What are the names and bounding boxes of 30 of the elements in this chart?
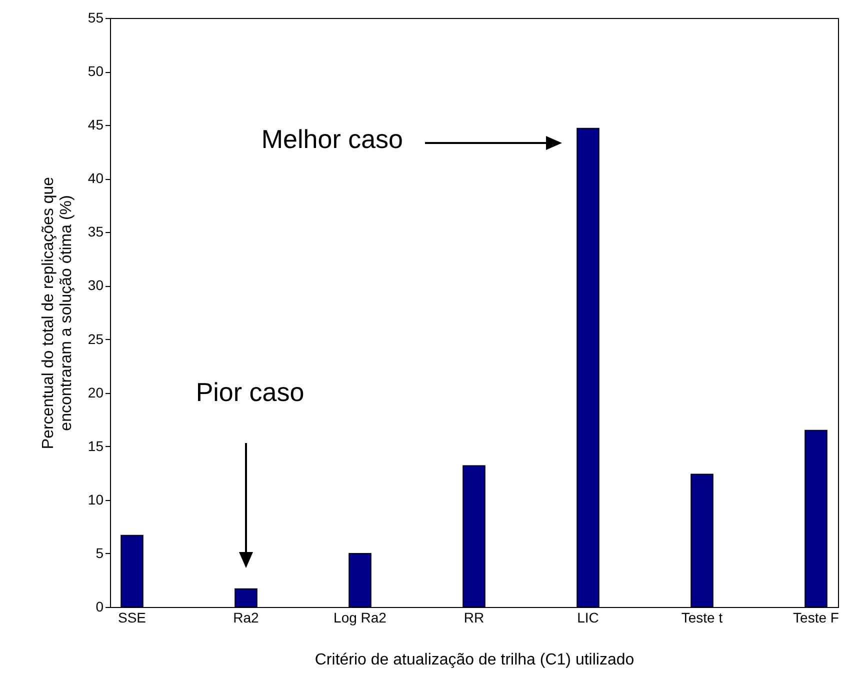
- bar: [348, 553, 372, 608]
- bar: [462, 465, 486, 608]
- y-tick-label: 30: [88, 277, 104, 294]
- y-tick-label: 20: [88, 384, 104, 400]
- x-tick-label: Log Ra2: [334, 610, 387, 626]
- x-axis-title: Critério de atualização de trilha (C1) utilizado: [314, 652, 634, 668]
- x-tick-label: Teste F: [793, 610, 839, 626]
- y-tick-label: 55: [88, 10, 104, 26]
- annotation: Pior caso: [196, 377, 304, 407]
- y-axis-title: Percentual do total de replicações que encontraram a solução ótima (%): [40, 176, 75, 450]
- annotation: Melhor caso: [261, 124, 403, 154]
- y-tick-label: 15: [88, 438, 104, 454]
- bar: [234, 588, 258, 608]
- x-tick-label: Ra2: [233, 610, 260, 626]
- y-tick-label: 10: [88, 491, 104, 508]
- x-tick-label: LIC: [577, 610, 599, 626]
- bar: [804, 430, 828, 608]
- y-tick-label: 50: [88, 63, 104, 80]
- x-tick-label: RR: [464, 610, 484, 626]
- x-tick-label: Teste t: [681, 610, 723, 626]
- bar: [120, 534, 144, 608]
- x-tick-label: SSE: [118, 610, 146, 626]
- bar: [576, 128, 600, 608]
- y-tick-label: 5: [96, 544, 104, 561]
- y-tick-label: 0: [96, 598, 104, 614]
- bar: [690, 474, 714, 608]
- y-tick-label: 25: [88, 330, 104, 347]
- y-tick-label: 45: [88, 116, 104, 133]
- y-tick-label: 40: [88, 170, 104, 186]
- y-tick-label: 35: [88, 224, 104, 240]
